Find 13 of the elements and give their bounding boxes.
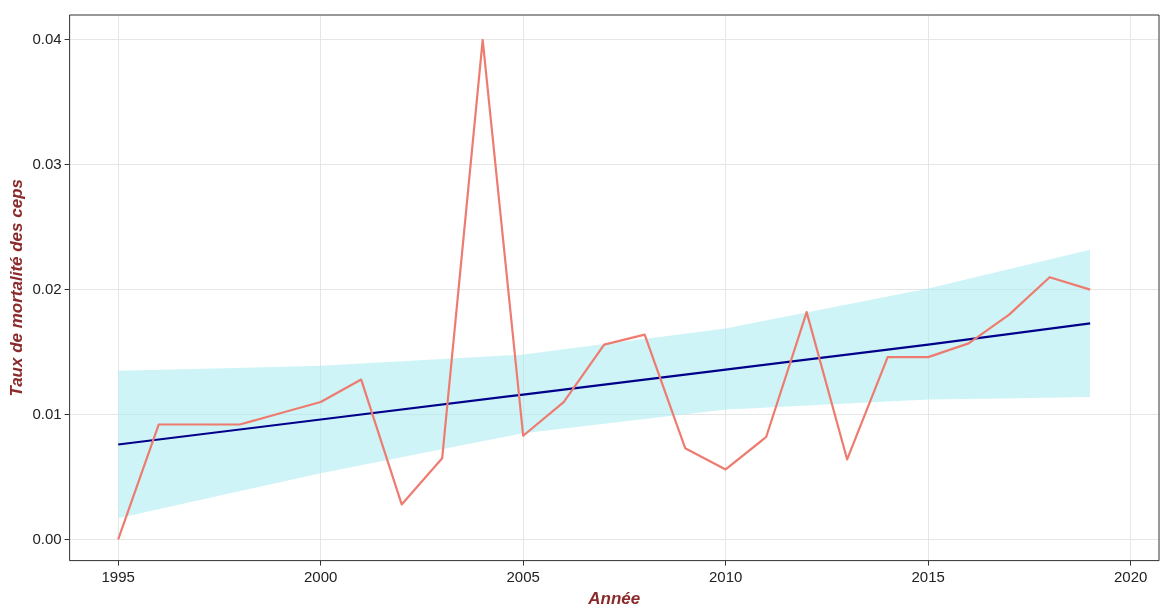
y-tick-label: 0.03 xyxy=(32,154,62,172)
x-tick-label: 1995 xyxy=(101,567,135,585)
x-tick-label: 2015 xyxy=(911,567,945,585)
y-tick-label: 0.01 xyxy=(32,404,62,422)
y-axis-title: Taux de mortalité des ceps xyxy=(6,178,26,397)
y-tick-label: 0.02 xyxy=(32,279,62,297)
x-tick-label: 2005 xyxy=(506,567,540,585)
y-tick-label: 0.00 xyxy=(32,529,62,547)
x-tick-label: 2020 xyxy=(1113,567,1148,585)
y-tick-label: 0.04 xyxy=(32,30,62,48)
x-tick-label: 2010 xyxy=(708,567,743,585)
x-tick-label: 2000 xyxy=(304,567,338,585)
x-axis-title: Année xyxy=(587,589,641,609)
